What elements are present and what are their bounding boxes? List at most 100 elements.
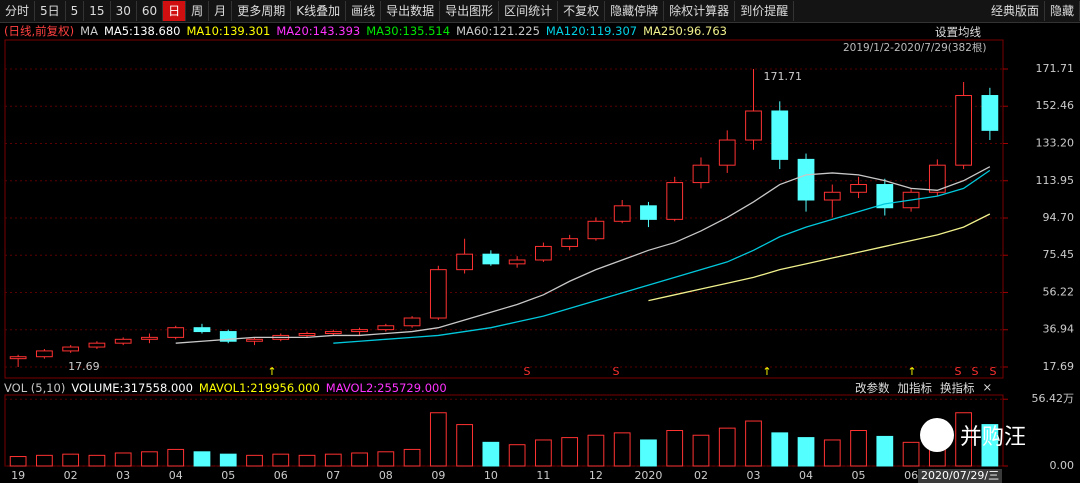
toolbar-button[interactable]: 月	[209, 1, 233, 21]
toolbar-button[interactable]: 到价提醒	[735, 1, 795, 21]
candle-body	[482, 253, 500, 265]
candle-body	[771, 110, 789, 160]
volume-bar	[771, 432, 789, 467]
y-tick-label: 171.71	[1036, 62, 1075, 75]
volume-bar	[88, 454, 106, 467]
ma-value: MA20:143.393	[276, 24, 361, 38]
toolbar: 分时 5日 5 15 30 60 日周月更多周期 K线叠加 画线 导出数据 导出图形 区间统计 不复权隐…	[0, 0, 1080, 23]
candle-body	[9, 356, 27, 360]
mode-label: (日线,前复权)	[4, 24, 75, 38]
volume-bar	[482, 441, 500, 467]
toolbar-button[interactable]: 日	[163, 1, 187, 21]
toolbar-button[interactable]: 区间统计	[499, 1, 559, 21]
x-tick-label: 05	[221, 469, 235, 482]
volume-frame	[4, 394, 1004, 467]
watermark-text: 并购汪	[960, 425, 1027, 450]
volume-bar	[955, 412, 972, 467]
toolbar-button[interactable]: 画线	[346, 1, 382, 21]
toolbar-button[interactable]: 周	[186, 1, 210, 21]
candle-body	[928, 164, 946, 193]
candle-body	[692, 164, 710, 184]
y-tick-label: 36.94	[1043, 323, 1075, 336]
volume-bar	[587, 434, 605, 467]
x-tick-label: 04	[799, 469, 813, 482]
settings-button[interactable]: 设置均线	[935, 25, 981, 39]
vol-button[interactable]: 换指标	[940, 381, 975, 395]
volume-bar	[981, 424, 999, 467]
svg-text:S: S	[955, 365, 962, 378]
candle-body	[587, 220, 605, 240]
signals: ↑ S S ↑ ↑ S S S	[267, 365, 996, 378]
candle-body	[429, 269, 447, 319]
toolbar-button[interactable]: 5日	[35, 1, 66, 21]
toolbar-button[interactable]: K线叠加	[291, 1, 347, 21]
toolbar-button[interactable]: 分时	[0, 1, 36, 21]
toolbar-button[interactable]: 隐藏停牌	[605, 1, 665, 21]
watermark: 并购汪	[920, 418, 1026, 452]
toolbar-button[interactable]: 5	[66, 1, 85, 21]
volume-bar	[141, 451, 158, 467]
ma-value: MA60:121.225	[456, 24, 540, 38]
volume-bar	[876, 435, 894, 467]
toolbar-button[interactable]: 不复权	[558, 1, 606, 21]
toolbar-button[interactable]: 60	[137, 1, 164, 21]
x-tick-label: 2020	[634, 469, 662, 482]
svg-text:↑: ↑	[267, 365, 276, 378]
candle-body	[62, 346, 80, 352]
volume-legend: VOL (5,10) VOLUME:317558.000 MAVOL1:219956…	[4, 380, 447, 396]
candle-body	[797, 158, 815, 201]
candle-body	[850, 184, 867, 193]
x-tick-label: 03	[747, 469, 761, 482]
x-tick-label: 12	[589, 469, 603, 482]
ma-value: MA10:139.301	[186, 24, 271, 38]
x-tick-label: 09	[431, 469, 445, 482]
volume-bar	[535, 439, 552, 467]
y-tick-label: 17.69	[1043, 360, 1075, 373]
candle-body	[666, 182, 684, 220]
candle-body	[324, 331, 342, 335]
vol-button[interactable]: ×	[982, 380, 993, 394]
vol-button[interactable]: 加指标	[897, 381, 933, 395]
volume-bar	[666, 430, 684, 467]
toolbar-button[interactable]: 导出图形	[440, 1, 500, 21]
volume-bar	[403, 448, 421, 467]
price-frame	[4, 39, 1004, 379]
toolbar-button[interactable]: 更多周期	[232, 1, 292, 21]
volume-bar	[745, 420, 762, 467]
toolbar-button[interactable]: 除权计算器	[664, 1, 736, 21]
candle-body	[88, 342, 106, 348]
ma-legend: (日线,前复权) MA MA5:138.680 MA10:139.301 MA20:…	[4, 23, 727, 39]
vol-value: MAVOL1:219956.000	[198, 381, 320, 395]
vol-value: VOLUME:317558.000	[71, 381, 193, 395]
low-label: 17.69	[68, 360, 100, 373]
y-tick-label: 0.00	[1050, 459, 1075, 472]
peak-label: 171.71	[764, 70, 803, 83]
y-tick-label: 133.20	[1036, 137, 1075, 150]
volume-bar	[62, 453, 80, 467]
y-tick-label: 75.45	[1043, 248, 1075, 261]
candle-body	[456, 253, 473, 271]
toolbar-button[interactable]: 导出数据	[381, 1, 441, 21]
toolbar-button[interactable]: 隐藏	[1045, 1, 1080, 21]
x-tick-label: 05	[852, 469, 866, 482]
toolbar-button[interactable]: 经典版面	[986, 1, 1045, 21]
candle-body	[141, 336, 158, 340]
vol-button[interactable]: 改参数	[855, 381, 890, 395]
volume-bar	[640, 439, 657, 467]
volume-bar	[850, 430, 867, 467]
volume-bar	[167, 448, 185, 467]
candle-body	[640, 205, 657, 220]
ma-value: MA120:119.307	[545, 24, 638, 38]
volume-bar	[718, 427, 736, 467]
candle-body	[508, 259, 526, 265]
toolbar-button[interactable]: 30	[111, 1, 137, 21]
volume-bar	[114, 452, 132, 467]
volume-bar	[823, 439, 841, 467]
volume-bar	[246, 454, 263, 467]
watermark-icon	[920, 418, 954, 452]
toolbar-button[interactable]: 15	[84, 1, 111, 21]
volume-bar	[429, 412, 447, 467]
x-tick-label: 06	[274, 469, 288, 482]
x-tick-label: 02	[64, 469, 78, 482]
